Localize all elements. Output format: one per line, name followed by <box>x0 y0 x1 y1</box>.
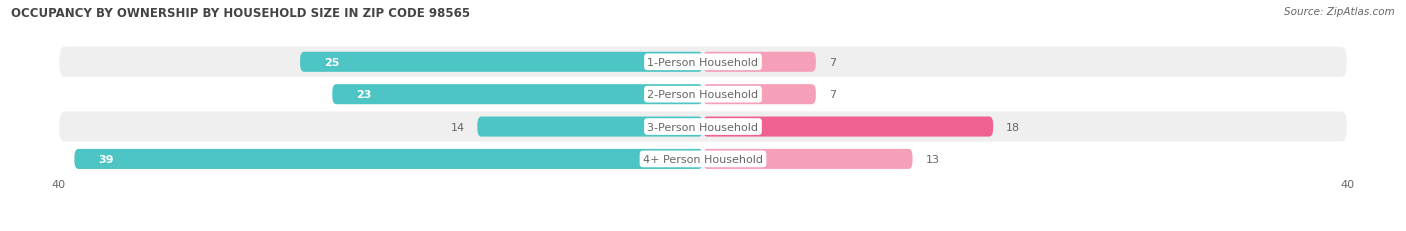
Text: 1-Person Household: 1-Person Household <box>648 58 758 67</box>
FancyBboxPatch shape <box>703 117 993 137</box>
FancyBboxPatch shape <box>58 143 1348 175</box>
FancyBboxPatch shape <box>332 85 703 105</box>
FancyBboxPatch shape <box>478 117 703 137</box>
Text: 3-Person Household: 3-Person Household <box>648 122 758 132</box>
Text: 40: 40 <box>1341 179 1355 189</box>
Text: 7: 7 <box>828 58 835 67</box>
Text: OCCUPANCY BY OWNERSHIP BY HOUSEHOLD SIZE IN ZIP CODE 98565: OCCUPANCY BY OWNERSHIP BY HOUSEHOLD SIZE… <box>11 7 471 20</box>
FancyBboxPatch shape <box>703 149 912 169</box>
FancyBboxPatch shape <box>58 111 1348 143</box>
FancyBboxPatch shape <box>58 79 1348 111</box>
Text: 23: 23 <box>357 90 371 100</box>
Text: 7: 7 <box>828 90 835 100</box>
FancyBboxPatch shape <box>299 52 703 73</box>
Text: 4+ Person Household: 4+ Person Household <box>643 154 763 164</box>
Text: 39: 39 <box>98 154 114 164</box>
FancyBboxPatch shape <box>58 46 1348 79</box>
Text: 13: 13 <box>925 154 939 164</box>
Text: 25: 25 <box>325 58 340 67</box>
Text: 2-Person Household: 2-Person Household <box>647 90 759 100</box>
Text: Source: ZipAtlas.com: Source: ZipAtlas.com <box>1284 7 1395 17</box>
Text: 40: 40 <box>51 179 65 189</box>
FancyBboxPatch shape <box>703 52 815 73</box>
Text: 14: 14 <box>450 122 464 132</box>
FancyBboxPatch shape <box>75 149 703 169</box>
FancyBboxPatch shape <box>703 85 815 105</box>
Text: 18: 18 <box>1007 122 1021 132</box>
